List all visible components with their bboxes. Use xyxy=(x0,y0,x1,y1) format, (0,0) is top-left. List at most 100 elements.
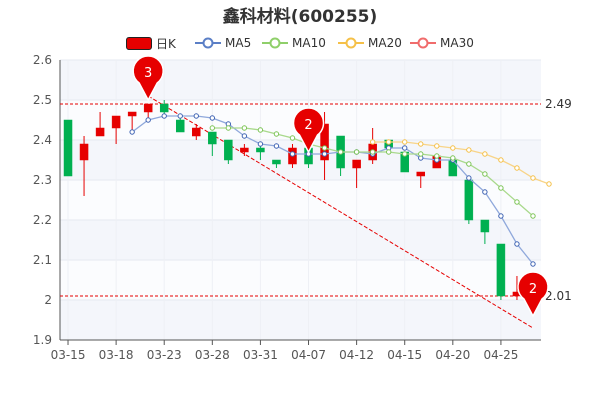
ma10-point xyxy=(289,135,296,141)
ma5-point xyxy=(466,175,472,181)
ma10-point xyxy=(514,199,520,205)
ma10-point xyxy=(369,149,376,155)
candle-body xyxy=(480,219,490,233)
candle-body xyxy=(224,139,233,161)
candle-body xyxy=(175,119,185,133)
ma5-legend-icon xyxy=(195,37,221,49)
candle xyxy=(192,124,201,140)
ma20-legend-icon xyxy=(338,37,364,49)
ma10-point xyxy=(353,149,360,155)
ma20-point xyxy=(434,143,440,149)
y-tick-label: 2.2 xyxy=(33,213,52,227)
legend-item-ma5[interactable]: MA5 xyxy=(195,33,251,53)
candle xyxy=(63,119,73,177)
legend-item-ma30[interactable]: MA30 xyxy=(410,33,474,53)
ma20-point xyxy=(385,139,392,145)
legend-item-ma10[interactable]: MA10 xyxy=(262,33,326,53)
x-tick-label: 04-20 xyxy=(435,348,470,362)
legend-label: MA5 xyxy=(225,36,252,50)
pin-label: 2 xyxy=(304,118,312,133)
legend-item-ma20[interactable]: MA20 xyxy=(338,33,402,53)
candle xyxy=(224,139,233,164)
candle-body xyxy=(352,159,361,169)
y-tick-label: 1.9 xyxy=(33,333,52,347)
y-tick-label: 2.3 xyxy=(33,173,52,187)
candle-body xyxy=(464,179,474,221)
reference-line-label: 2.49 xyxy=(545,97,572,111)
pin-label: 3 xyxy=(144,66,152,81)
ma20-point xyxy=(530,175,536,181)
candle xyxy=(208,131,217,156)
candle-body xyxy=(111,115,121,129)
candle-body xyxy=(159,103,169,113)
candle-body xyxy=(143,103,153,113)
legend-label: MA10 xyxy=(292,36,326,50)
candle-body xyxy=(320,123,329,161)
ma5-point xyxy=(530,261,536,267)
ma5-point xyxy=(193,113,199,119)
candle xyxy=(352,159,361,188)
ma10-point xyxy=(337,149,344,155)
plot-band xyxy=(60,300,541,340)
candle-legend-icon xyxy=(126,36,152,50)
x-tick-label: 03-31 xyxy=(243,348,278,362)
candle xyxy=(272,159,281,168)
ma10-point xyxy=(225,125,232,131)
legend-label: 日K xyxy=(156,36,176,51)
ma5-point xyxy=(273,143,280,149)
ma30-legend-icon xyxy=(410,37,436,49)
pin-label: 2 xyxy=(529,282,537,297)
ma10-point xyxy=(530,213,536,219)
y-tick-label: 2.5 xyxy=(33,93,52,107)
y-tick-label: 2.4 xyxy=(33,133,52,147)
pin-marker: 3 xyxy=(132,55,164,102)
ma10-point xyxy=(273,131,280,137)
ma5-point xyxy=(321,151,328,157)
ma20-point xyxy=(402,139,408,145)
ma20-point xyxy=(450,145,456,151)
ma20-point xyxy=(418,141,424,147)
x-tick-label: 04-15 xyxy=(387,348,422,362)
ma20-point xyxy=(546,181,552,187)
ma10-point xyxy=(321,145,328,151)
plot-band xyxy=(60,260,541,300)
ma10-legend-icon xyxy=(262,37,288,49)
candle xyxy=(480,219,490,244)
ma10-point xyxy=(418,151,424,157)
candle-body xyxy=(127,111,137,117)
ma10-point xyxy=(209,125,216,131)
candle xyxy=(127,111,137,132)
x-tick-label: 04-12 xyxy=(339,348,374,362)
pin-shape xyxy=(132,55,164,102)
ma5-series xyxy=(129,113,536,267)
candle-body xyxy=(416,171,426,177)
ma20-point xyxy=(514,165,520,171)
ma5-point xyxy=(161,113,167,119)
candle-body xyxy=(208,131,217,145)
ma5-point xyxy=(482,189,488,195)
ma10-point xyxy=(241,125,248,131)
y-tick-label: 2.1 xyxy=(33,253,52,267)
ma5-point xyxy=(241,133,248,139)
candle xyxy=(95,112,105,137)
x-tick-label: 03-15 xyxy=(51,348,86,362)
x-tick-label: 03-28 xyxy=(195,348,230,362)
plot-band xyxy=(60,180,541,220)
ma20-point xyxy=(369,139,376,145)
pin-marker: 2 xyxy=(517,271,549,318)
pin-shape xyxy=(292,107,325,154)
ma5-point xyxy=(209,115,216,121)
plot-band xyxy=(60,60,541,100)
candle xyxy=(79,136,89,196)
candle-body xyxy=(240,147,249,153)
ma20-series xyxy=(369,139,552,187)
y-tick-label: 2.6 xyxy=(33,53,52,67)
legend-item-daily-k[interactable]: 日K xyxy=(126,33,176,53)
legend-label: MA30 xyxy=(440,36,474,50)
ma20-point xyxy=(466,147,472,153)
reference-line-label: 2.01 xyxy=(545,289,572,303)
x-tick-label: 04-07 xyxy=(291,348,326,362)
ma10-point xyxy=(466,161,472,167)
candle-body xyxy=(63,119,73,177)
